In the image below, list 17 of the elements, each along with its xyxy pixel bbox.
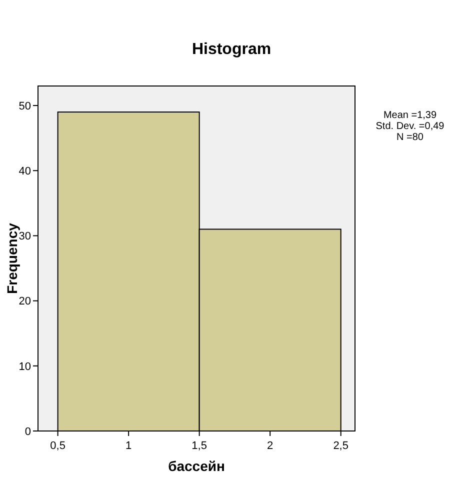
x-tick-label: 2,5 xyxy=(333,440,348,452)
y-tick-label: 30 xyxy=(18,230,31,243)
y-tick-label: 0 xyxy=(24,426,31,438)
x-tick-label: 1,5 xyxy=(192,440,207,452)
x-tick-label: 2 xyxy=(267,440,274,452)
y-tick-label: 40 xyxy=(18,165,31,178)
chart-title: Histogram xyxy=(192,41,272,58)
text: Std. Dev. =0,49 xyxy=(376,121,445,132)
x-tick-label: 0,5 xyxy=(50,440,66,452)
x-tick-label: 1 xyxy=(126,440,132,452)
text: N =80 xyxy=(396,132,424,143)
text: Mean =1,39 xyxy=(383,110,437,121)
y-axis-title: Frequency xyxy=(4,222,20,294)
y-tick-label: 50 xyxy=(18,100,31,112)
y-tick-label: 20 xyxy=(18,296,31,308)
y-tick-label: 10 xyxy=(18,360,31,373)
x-axis-title: бассейн xyxy=(168,458,225,474)
